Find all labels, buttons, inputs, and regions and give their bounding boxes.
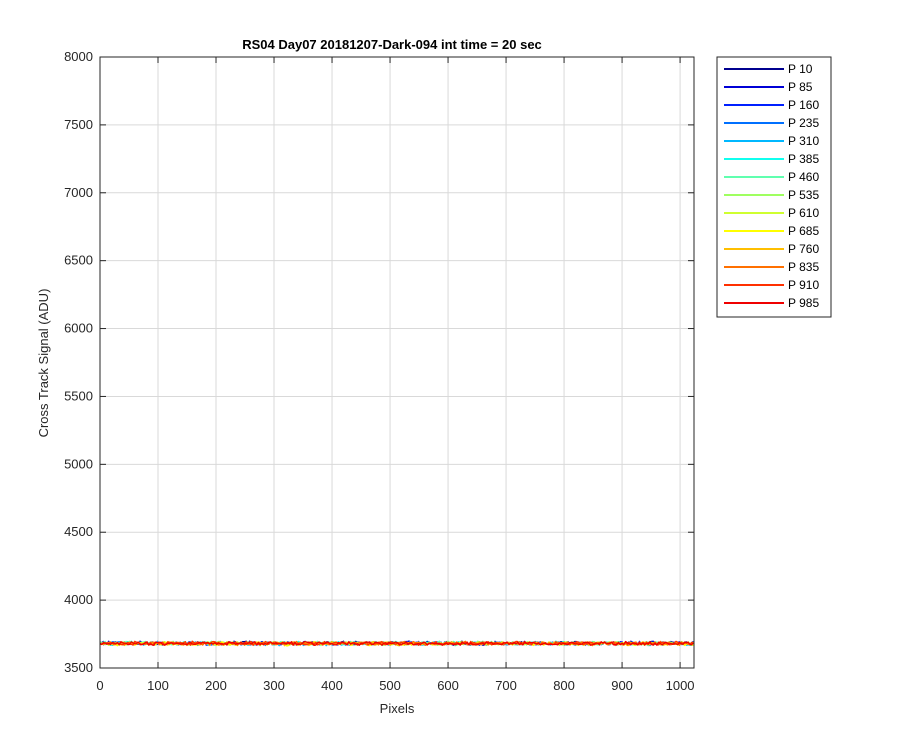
chart-title: RS04 Day07 20181207-Dark-094 int time = … (242, 37, 542, 52)
x-tick-label: 800 (553, 678, 575, 693)
y-tick-label: 3500 (64, 660, 93, 675)
y-tick-label: 5500 (64, 388, 93, 403)
x-tick-label: 200 (205, 678, 227, 693)
y-tick-label: 6500 (64, 253, 93, 268)
y-tick-label: 8000 (64, 49, 93, 64)
x-tick-label: 500 (379, 678, 401, 693)
x-tick-label: 0 (96, 678, 103, 693)
legend-label: P 610 (788, 206, 819, 220)
x-tick-label: 1000 (666, 678, 695, 693)
axes-box (99, 56, 695, 669)
y-tick-label: 7000 (64, 185, 93, 200)
legend-label: P 310 (788, 134, 819, 148)
y-tick-label: 6000 (64, 321, 93, 336)
legend-label: P 685 (788, 224, 819, 238)
x-tick-label: 900 (611, 678, 633, 693)
y-tick-label: 4500 (64, 524, 93, 539)
y-tick-label: 7500 (64, 117, 93, 132)
legend-label: P 985 (788, 296, 819, 310)
y-tick-label: 5000 (64, 456, 93, 471)
legend-label: P 10 (788, 62, 813, 76)
legend-label: P 235 (788, 116, 819, 130)
x-tick-label: 700 (495, 678, 517, 693)
legend-label: P 160 (788, 98, 819, 112)
x-tick-label: 400 (321, 678, 343, 693)
axes-background (100, 57, 694, 668)
ticks: 0 100 200 300 400 500 600 700 800 900 1000 3500 4000… (64, 49, 694, 693)
x-tick-label: 100 (147, 678, 169, 693)
series-line (99, 640, 694, 647)
y-tick-label: 4000 (64, 592, 93, 607)
legend-label: P 535 (788, 188, 819, 202)
x-axis-label: Pixels (380, 701, 415, 716)
legend-label: P 460 (788, 170, 819, 184)
y-axis-label: Cross Track Signal (ADU) (36, 289, 51, 438)
data-series (99, 640, 694, 647)
legend-label: P 85 (788, 80, 813, 94)
x-tick-label: 600 (437, 678, 459, 693)
x-tick-label: 300 (263, 678, 285, 693)
legend-label: P 910 (788, 278, 819, 292)
legend-label: P 835 (788, 260, 819, 274)
legend-label: P 385 (788, 152, 819, 166)
legend: P 10 P 85 P 160 P 235 P 310 P 385 P 460 P 535 P … (716, 56, 832, 318)
legend-label: P 760 (788, 242, 819, 256)
legend-box (716, 56, 832, 318)
grid-lines (99, 56, 694, 669)
